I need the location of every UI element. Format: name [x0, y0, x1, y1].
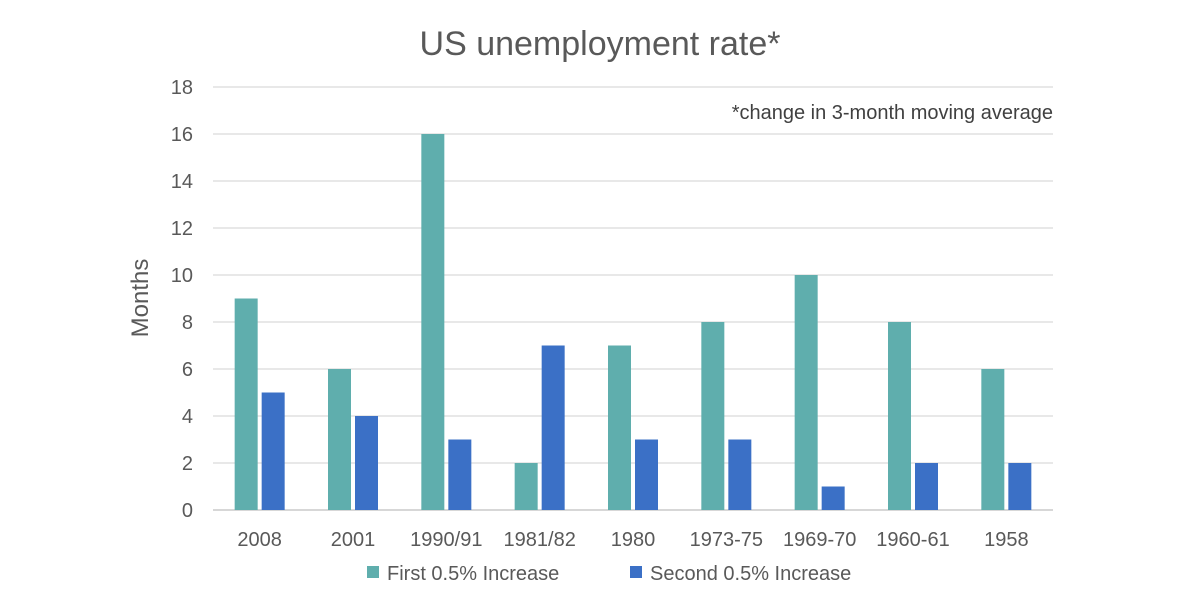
x-tick-label: 1960-61 — [876, 529, 949, 551]
y-tick-label: 14 — [171, 171, 193, 193]
y-tick-label: 2 — [182, 453, 193, 475]
y-tick-label: 16 — [171, 124, 193, 146]
y-tick-label: 18 — [171, 77, 193, 99]
bar-first-2008 — [234, 298, 258, 510]
bar-first-1990/91 — [421, 134, 445, 510]
bar-first-1973-75 — [701, 322, 725, 510]
bar-first-1980 — [608, 345, 631, 510]
x-tick-label: 2008 — [237, 529, 282, 551]
legend-label: First 0.5% Increase — [387, 563, 559, 585]
bar-second-1958 — [1008, 463, 1032, 510]
y-tick-label: 6 — [182, 359, 193, 381]
bar-second-1960-61 — [915, 463, 938, 510]
legend-label: Second 0.5% Increase — [650, 563, 851, 585]
legend-swatch — [367, 566, 379, 578]
legend-swatch — [630, 566, 642, 578]
bar-first-1958 — [981, 369, 1005, 510]
x-tick-label: 1981/82 — [504, 529, 576, 551]
bar-second-2001 — [355, 416, 378, 510]
y-tick-label: 0 — [182, 500, 193, 522]
x-tick-label: 1973-75 — [690, 529, 763, 551]
x-tick-label: 2001 — [331, 529, 376, 551]
bar-second-1980 — [635, 439, 658, 510]
bar-second-1981/82 — [541, 345, 565, 510]
x-tick-label: 1980 — [611, 529, 656, 551]
x-tick-label: 1958 — [984, 529, 1029, 551]
bar-first-1969-70 — [794, 275, 818, 510]
y-tick-label: 10 — [171, 265, 193, 287]
bar-first-1981/82 — [514, 463, 538, 510]
bar-second-1973-75 — [728, 439, 752, 510]
y-tick-label: 8 — [182, 312, 193, 334]
chart-title: US unemployment rate* — [420, 25, 781, 63]
y-tick-label: 12 — [171, 218, 193, 240]
y-tick-label: 4 — [182, 406, 193, 428]
bar-first-1960-61 — [888, 322, 911, 510]
bar-second-1990/91 — [448, 439, 472, 510]
y-axis-label: Months — [127, 259, 154, 338]
bar-second-1969-70 — [821, 486, 845, 510]
bar-first-2001 — [328, 369, 351, 510]
chart-annotation: *change in 3-month moving average — [732, 102, 1053, 124]
x-tick-label: 1990/91 — [410, 529, 482, 551]
x-tick-label: 1969-70 — [783, 529, 856, 551]
bar-second-2008 — [261, 392, 285, 510]
